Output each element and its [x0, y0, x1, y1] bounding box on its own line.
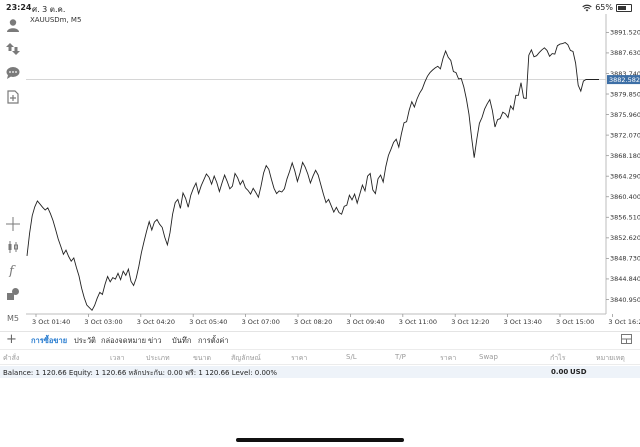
indicators-button[interactable]: f: [4, 261, 22, 279]
account-summary-row: Balance: 1 120.66 Equity: 1 120.66 หลักป…: [0, 366, 640, 378]
col-price: ราคา: [291, 354, 308, 362]
candlestick-icon: [8, 241, 18, 253]
y-tick-label: 3891.520: [610, 29, 640, 37]
account-currency: USD: [570, 368, 587, 376]
x-tick-label: 3 Oct 01:40: [32, 318, 70, 326]
col-swap: Swap: [479, 353, 498, 361]
tab-journal[interactable]: บันทึก: [172, 336, 192, 345]
arrows-updown-icon: [6, 43, 20, 55]
total-profit: 0.00: [551, 368, 569, 376]
account-button[interactable]: [4, 16, 22, 34]
wifi-icon: [582, 4, 592, 11]
price-series-line: [26, 41, 599, 312]
tab-settings[interactable]: การตั้งค่า: [198, 336, 229, 345]
crosshair-icon: [6, 217, 20, 231]
status-date: ศ. 3 ต.ค.: [32, 5, 66, 14]
col-time: เวลา: [110, 354, 125, 362]
y-tick-label: 3848.730: [610, 255, 640, 263]
x-tick-label: 3 Oct 13:40: [504, 318, 542, 326]
chart-type-button[interactable]: [4, 238, 22, 256]
trade-button[interactable]: [4, 40, 22, 58]
symbol-label: XAUUSDm, M5: [30, 16, 81, 24]
y-tick-label: 3852.620: [610, 234, 640, 242]
timeframe-label: M5: [7, 313, 19, 323]
y-tick-label: 3840.950: [610, 296, 640, 304]
x-tick-label: 3 Oct 04:20: [137, 318, 175, 326]
battery-icon: [616, 3, 632, 12]
chart-canvas[interactable]: XAUUSDm, M5 3891.520 3887.630 3883.740 3879…: [26, 14, 640, 327]
current-price-value: 3882.582: [609, 76, 640, 84]
x-axis: 3 Oct 01:40 3 Oct 03:00 3 Oct 04:20 3 Oct 0…: [32, 314, 640, 326]
shapes-icon: [7, 288, 19, 300]
x-tick-label: 3 Oct 07:00: [242, 318, 280, 326]
status-bar: 23:24 ศ. 3 ต.ค. 65%: [0, 0, 640, 14]
chart-toolbar: f M5: [0, 14, 26, 327]
tab-news[interactable]: ข่าว: [148, 336, 162, 345]
tab-history[interactable]: ประวัติ: [74, 336, 96, 345]
x-tick-label: 3 Oct 03:00: [84, 318, 122, 326]
price-chart[interactable]: XAUUSDm, M5 3891.520 3887.630 3883.740 3879…: [26, 14, 640, 327]
new-order-button[interactable]: [4, 88, 22, 106]
tab-mailbox[interactable]: กล่องจดหมาย: [101, 336, 147, 345]
y-axis: 3891.520 3887.630 3883.740 3879.850 3875.960…: [606, 29, 640, 304]
chat-icon: [6, 67, 20, 79]
crosshair-button[interactable]: [4, 215, 22, 233]
col-order: คำสั่ง: [3, 354, 20, 362]
y-tick-label: 3887.630: [610, 49, 640, 57]
y-tick-label: 3864.290: [610, 173, 640, 181]
function-icon: f: [8, 264, 16, 277]
user-icon: [7, 19, 19, 32]
col-symbol: สัญลักษณ์: [231, 354, 261, 362]
y-tick-label: 3879.850: [610, 90, 640, 98]
y-tick-label: 3883.740: [610, 70, 640, 78]
y-tick-label: 3856.510: [610, 214, 640, 222]
x-tick-label: 3 Oct 09:40: [346, 318, 384, 326]
status-right: 65%: [582, 3, 632, 12]
account-summary: Balance: 1 120.66 Equity: 1 120.66 หลักป…: [3, 369, 278, 377]
x-tick-label: 3 Oct 05:40: [189, 318, 227, 326]
y-tick-label: 3875.960: [610, 111, 640, 119]
tab-trade[interactable]: การซื้อขาย: [31, 336, 68, 350]
x-tick-label: 3 Oct 16:20: [608, 318, 640, 326]
current-price-tag: [607, 75, 640, 85]
col-price-current: ราคา: [440, 354, 457, 362]
battery-percent: 65%: [595, 3, 613, 12]
add-button[interactable]: +: [6, 332, 17, 347]
svg-text:f: f: [8, 264, 16, 277]
y-tick-label: 3868.180: [610, 152, 640, 160]
x-tick-label: 3 Oct 15:00: [556, 318, 594, 326]
orders-table-header: คำสั่ง เวลา ประเภท ขนาด สัญลักษณ์ ราคา S…: [0, 349, 640, 365]
col-profit: กำไร: [550, 354, 566, 362]
status-time: 23:24: [6, 3, 32, 12]
y-tick-label: 3872.070: [610, 131, 640, 139]
document-plus-icon: [7, 90, 19, 104]
col-comment: หมายเหตุ: [596, 354, 625, 362]
terminal-tabs: + การซื้อขาย ประวัติ กล่องจดหมาย ข่าว บั…: [0, 331, 640, 350]
chat-button[interactable]: [4, 64, 22, 82]
objects-button[interactable]: [4, 285, 22, 303]
col-sl: S/L: [346, 353, 357, 361]
col-volume: ขนาด: [193, 354, 212, 362]
x-tick-label: 3 Oct 08:20: [294, 318, 332, 326]
home-indicator: [236, 438, 404, 442]
x-tick-label: 3 Oct 12:20: [451, 318, 489, 326]
layout-icon[interactable]: [621, 334, 632, 344]
y-tick-label: 3860.400: [610, 193, 640, 201]
x-tick-label: 3 Oct 11:00: [399, 318, 437, 326]
timeframe-button[interactable]: M5: [4, 309, 22, 327]
col-tp: T/P: [395, 353, 406, 361]
col-type: ประเภท: [146, 354, 170, 362]
y-tick-label: 3844.840: [610, 275, 640, 283]
